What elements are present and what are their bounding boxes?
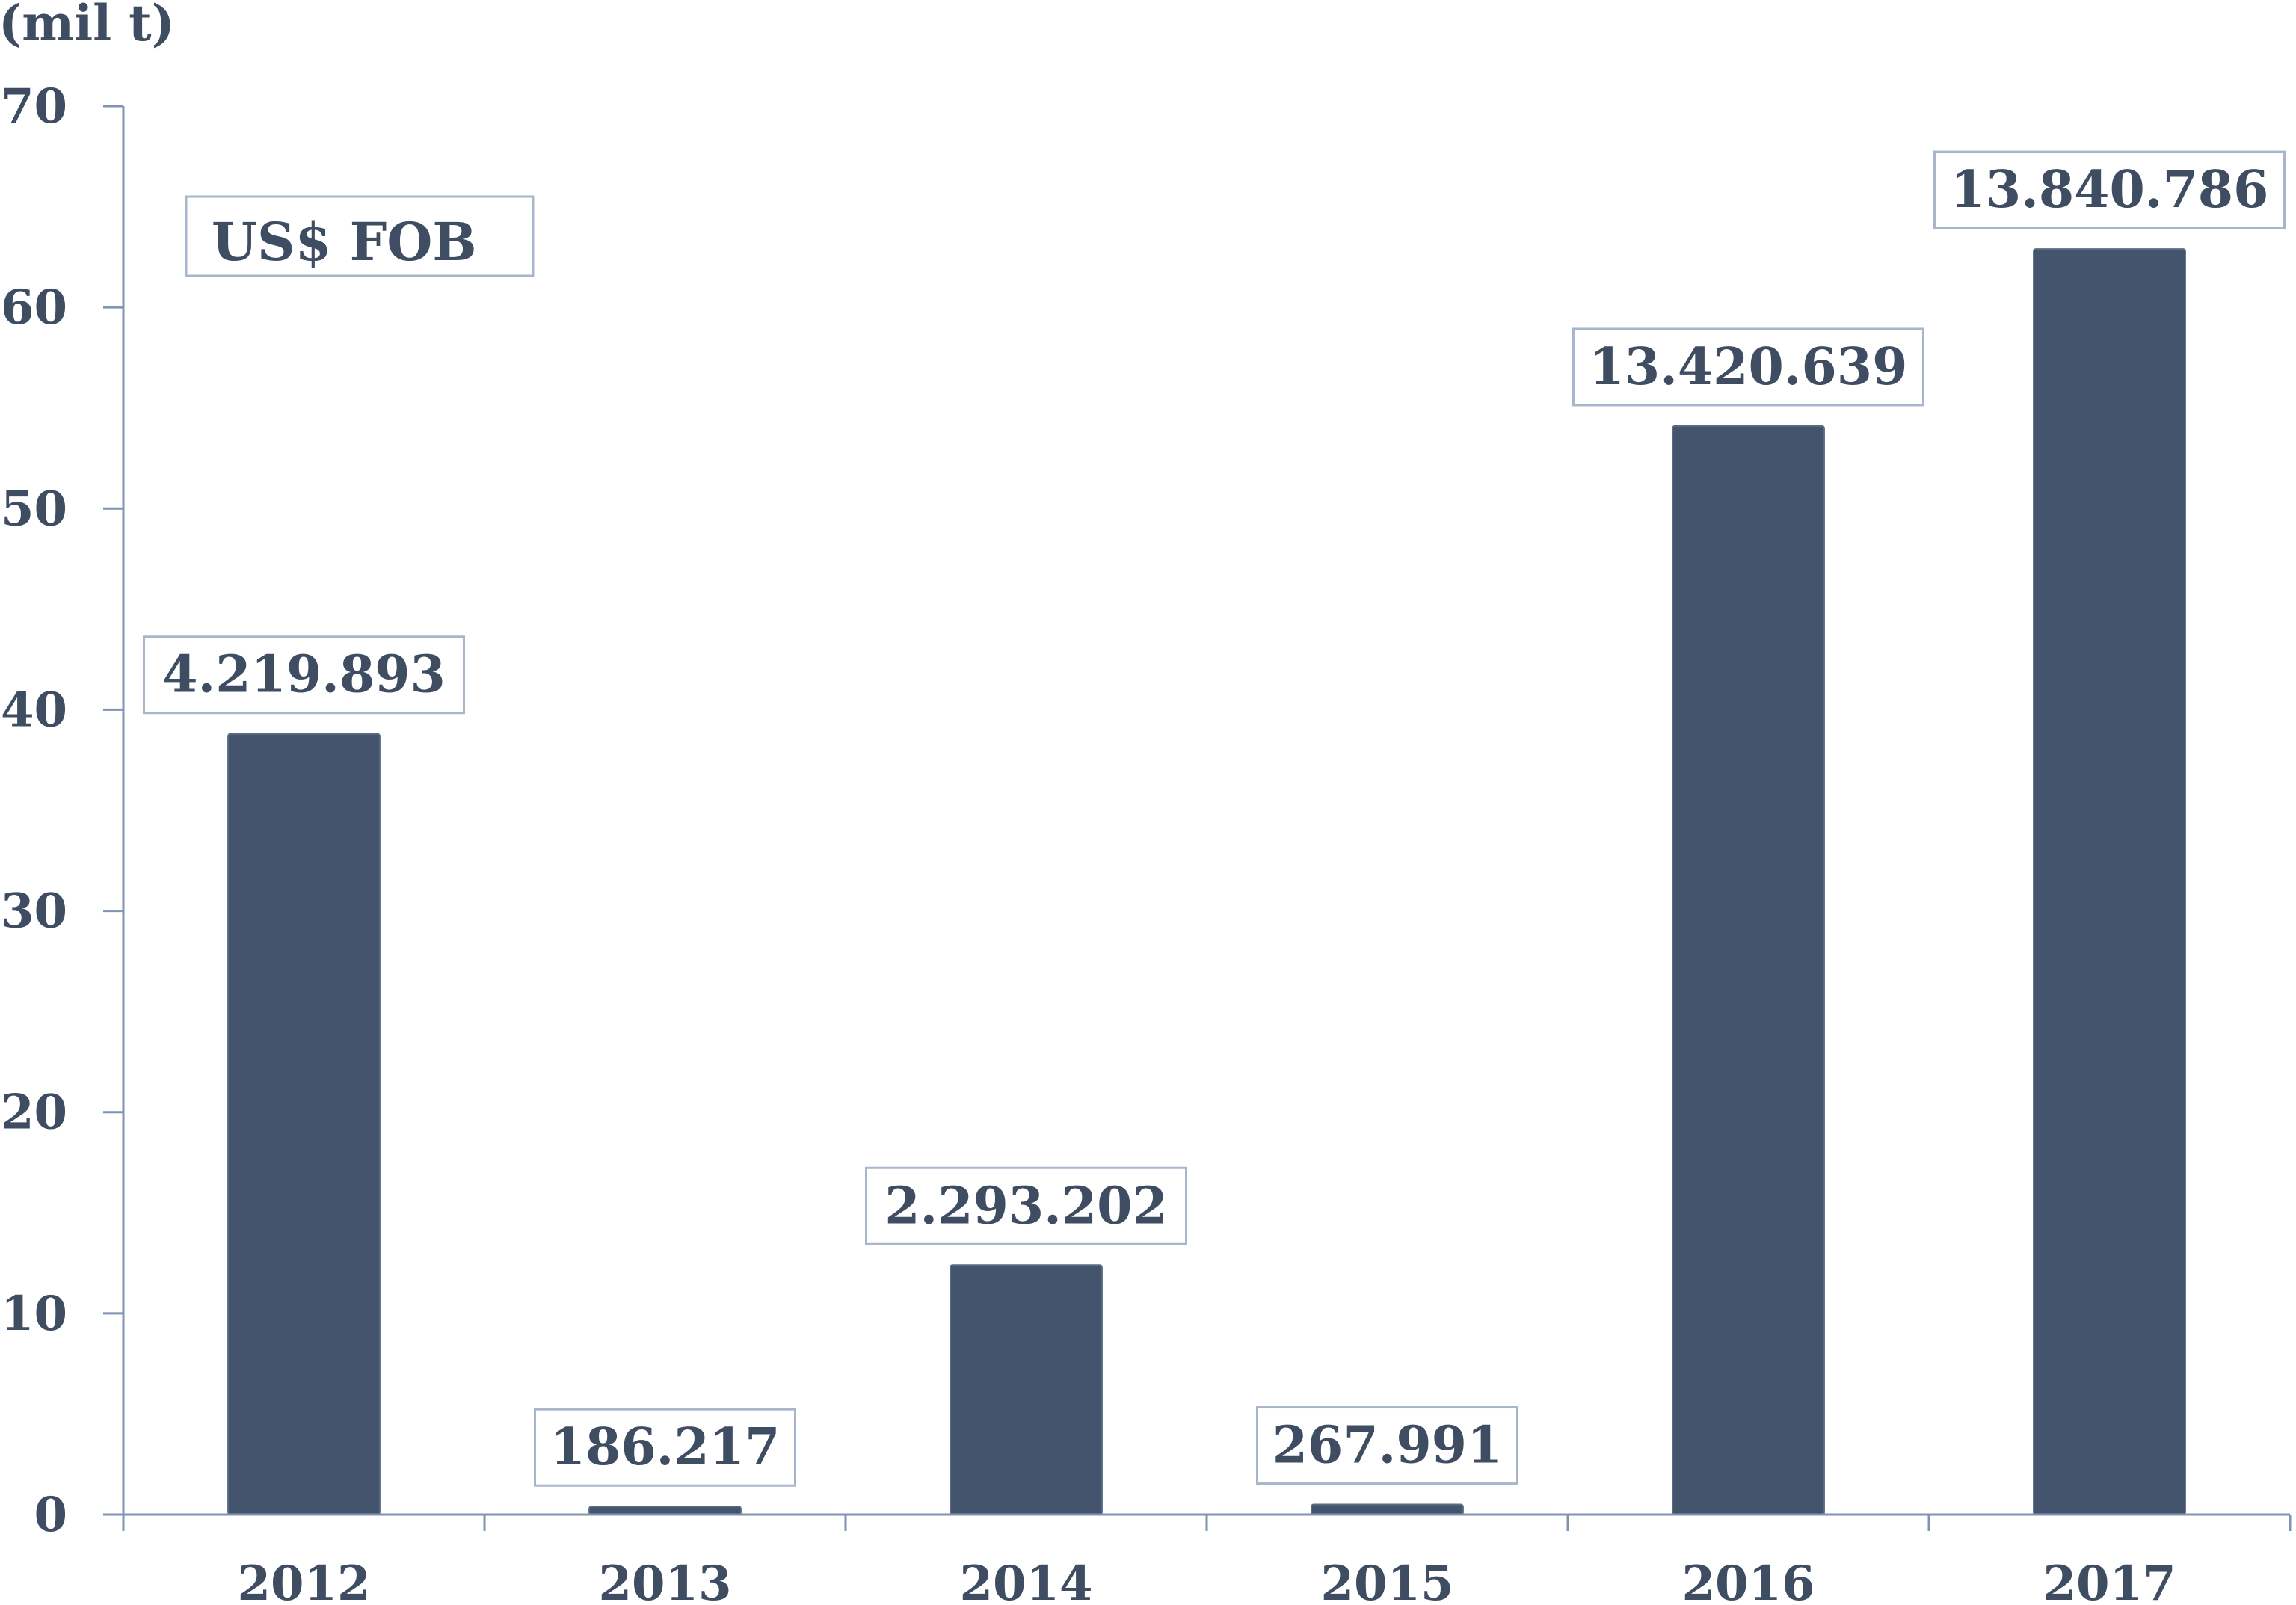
x-axis-ticks: 2012 2013 2014 2015 2016 2017 [122,1515,2292,1605]
y-tick-label: 50 [1,481,67,537]
y-tick-label: 30 [1,884,67,940]
annotation-frame [185,195,535,277]
data-label-2013: 186.217 [534,1408,796,1487]
bars [227,248,2186,1515]
y-axis-unit-label: (mil t) [0,0,175,52]
data-label-box [1933,150,2286,229]
bar-2016 [1672,425,1825,1515]
y-tick-label: 40 [1,682,67,738]
data-label-box [1572,327,1924,407]
data-label-2015: 267.991 [1256,1406,1518,1485]
y-tick-label: 60 [1,280,67,336]
data-label-2016: 13.420.639 [1572,327,1924,407]
x-tick-label: 2015 [1320,1556,1453,1605]
bar-2017 [2033,248,2186,1515]
data-label-text: 186.217 [550,1417,781,1477]
x-tick-label: 2012 [237,1556,370,1605]
data-labels: 4.219.893 186.217 2.293.202 267.991 13.420.6… [143,150,2286,1487]
y-axis-ticks: 0 10 20 30 40 50 60 70 [1,78,123,1543]
bar-2015 [1311,1503,1464,1515]
x-tick-label: 2014 [959,1556,1092,1605]
x-tick-label: 2017 [2043,1556,2176,1605]
data-label-text: 13.420.639 [1589,337,1908,397]
x-tick-label: 2013 [598,1556,731,1605]
data-label-text: 2.293.202 [884,1176,1168,1236]
bar-2012 [227,733,381,1515]
data-label-box [865,1166,1187,1245]
data-label-box [143,635,465,715]
data-label-2012: 4.219.893 [143,635,465,715]
data-label-box [534,1408,796,1487]
data-label-text: 13.840.786 [1951,160,2269,220]
y-tick-label: 0 [34,1487,67,1543]
annotation-text: US$ FOB [212,211,477,273]
y-tick-label: 70 [1,78,67,135]
data-label-box [1256,1406,1518,1485]
y-tick-label: 20 [1,1085,67,1141]
data-label-2014: 2.293.202 [865,1166,1187,1245]
annotation-box: US$ FOB [185,195,535,277]
bar-2013 [588,1506,742,1515]
x-tick-label: 2016 [1681,1556,1815,1605]
data-label-text: 4.219.893 [162,645,446,705]
data-label-text: 267.991 [1272,1416,1503,1476]
data-label-2017: 13.840.786 [1933,150,2286,229]
y-tick-label: 10 [1,1286,67,1342]
bar-2014 [950,1264,1103,1515]
